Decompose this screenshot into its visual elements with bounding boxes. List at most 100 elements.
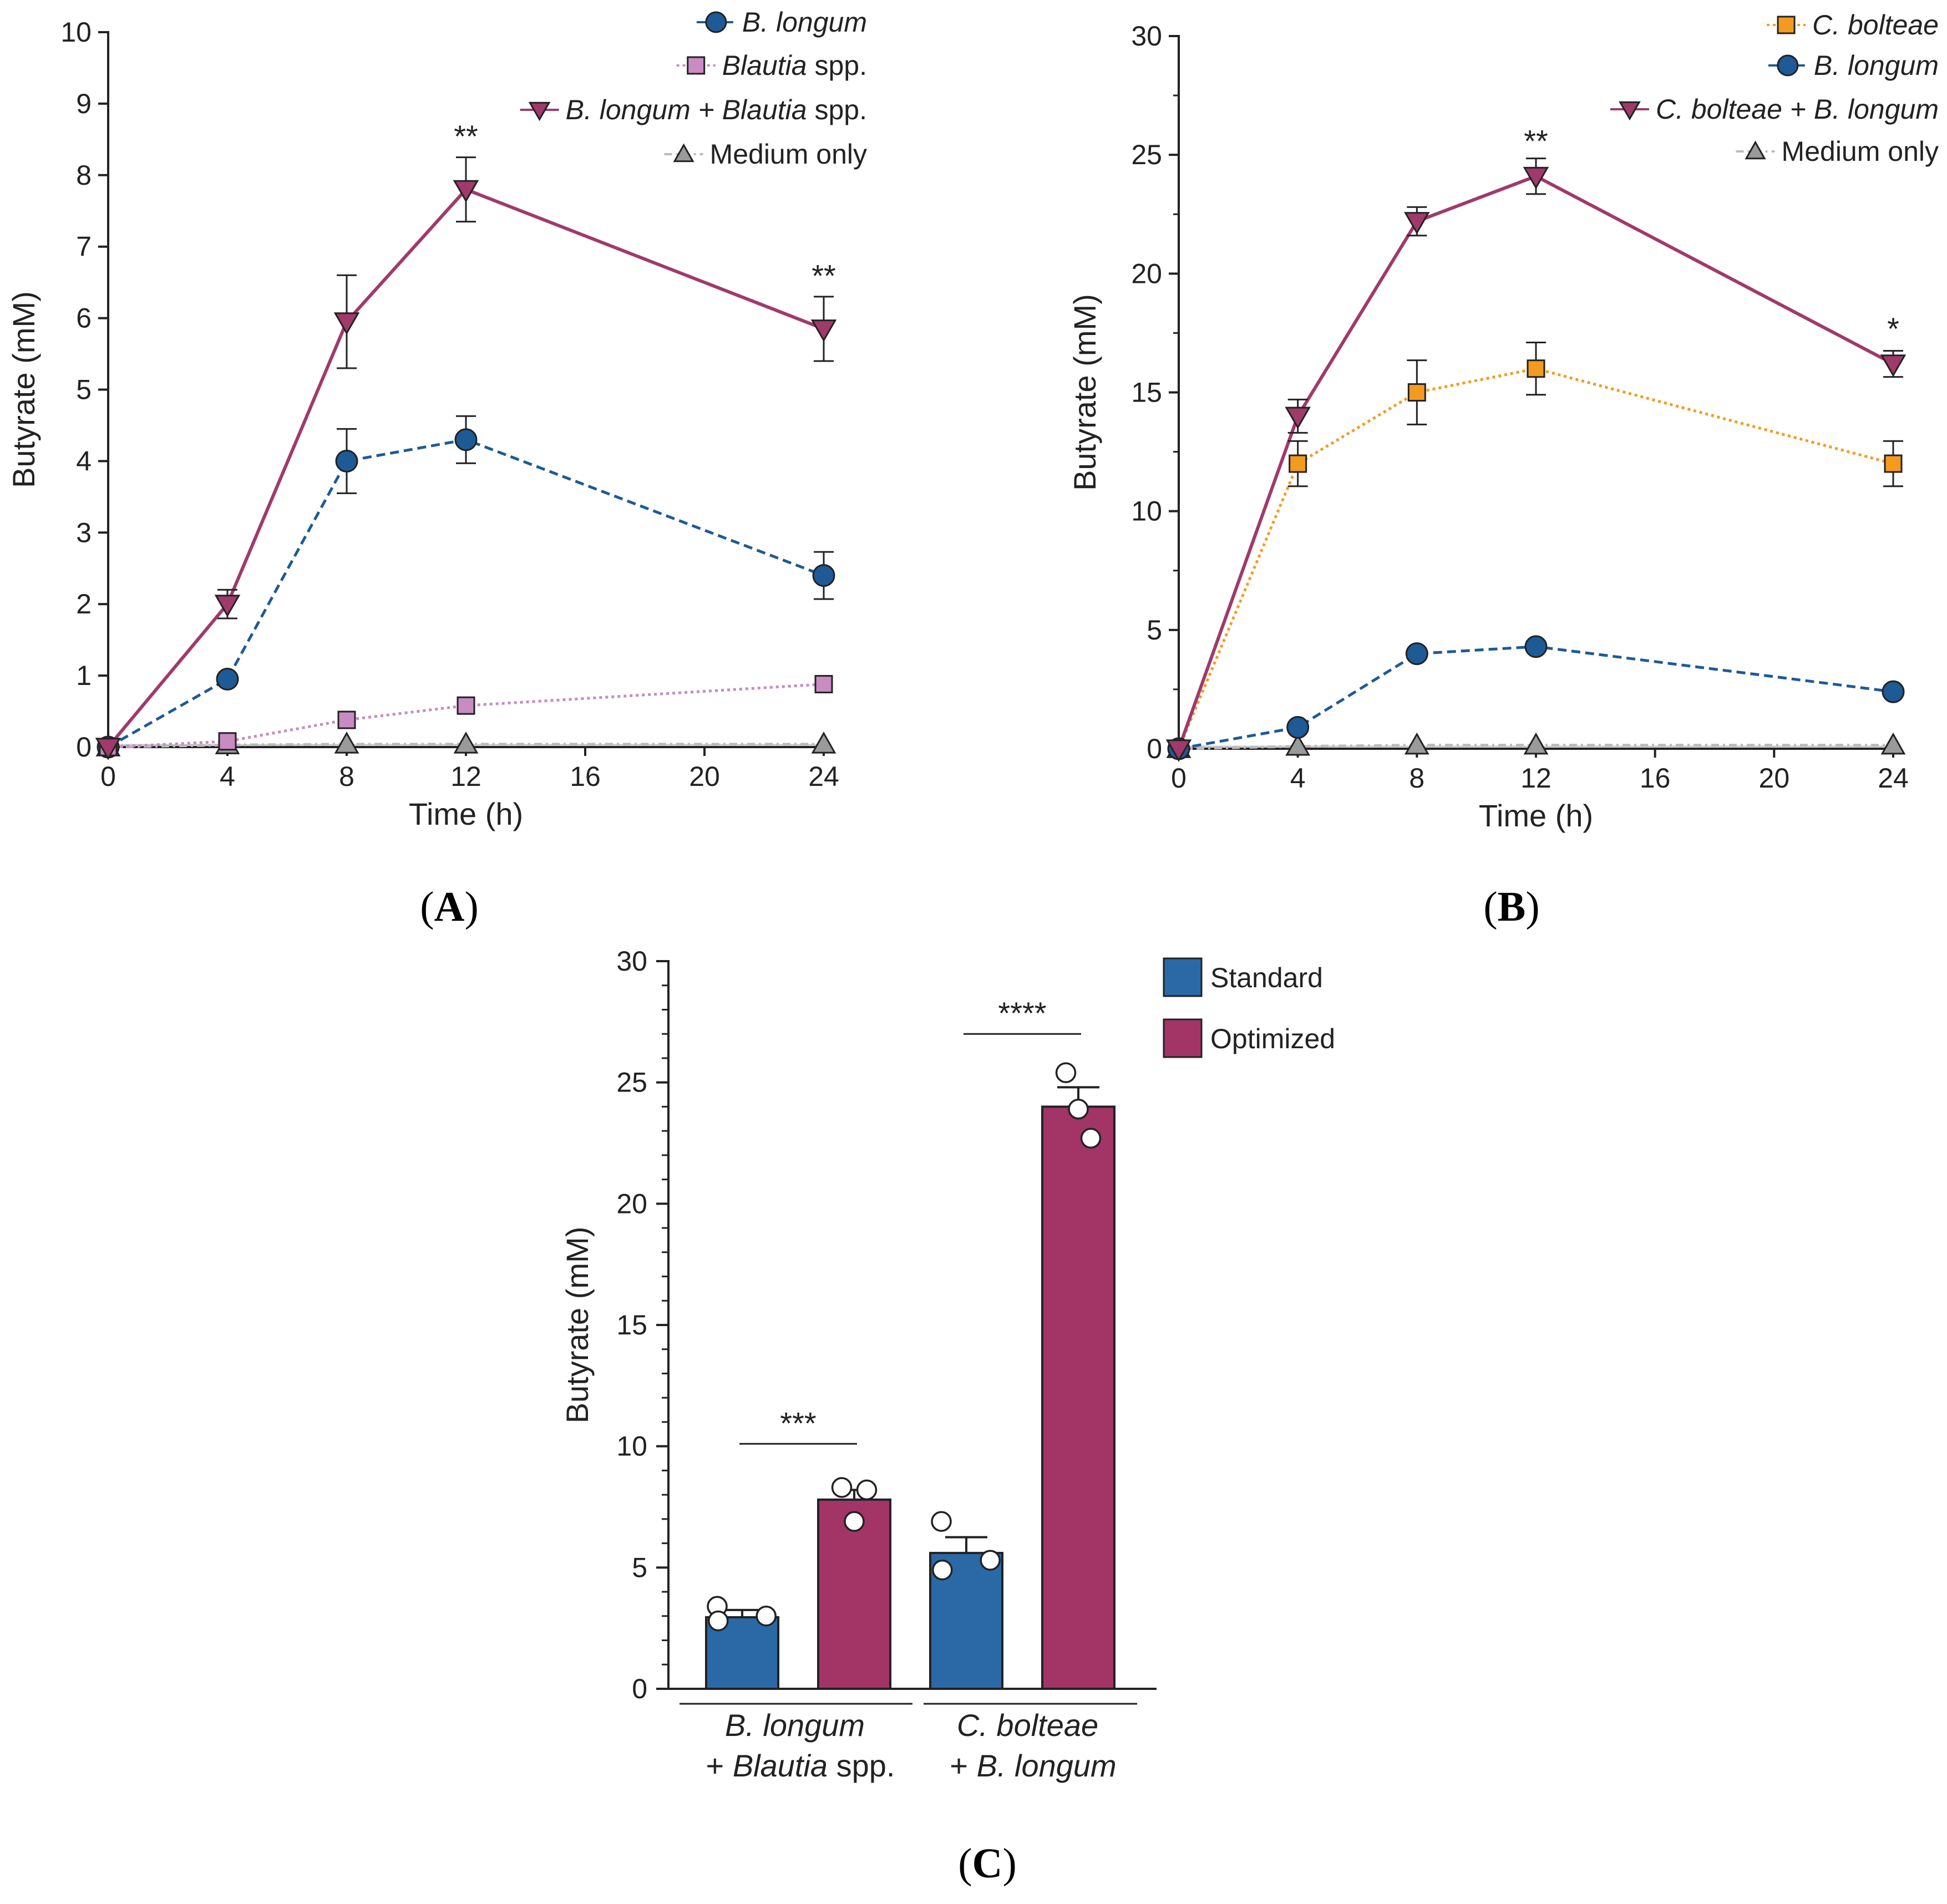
- panel-c-bar-group-1-standard-data-point: [931, 1511, 952, 1532]
- panel-a-legend-label-1-italic: Blautia: [722, 50, 807, 81]
- panel-a-y-tick-label: 4: [76, 445, 92, 476]
- panel-c-bar-group-1-standard-data-point: [932, 1559, 953, 1581]
- panel-a-y-tick-label: 3: [76, 517, 92, 548]
- panel-b-series-3-point: [1404, 732, 1429, 755]
- panel-c-group-0-label-line2: + Blautia spp.: [706, 1748, 895, 1783]
- panel-a-series-0-line: [107, 438, 824, 749]
- panel-b-x-tick-label: 0: [1171, 763, 1187, 794]
- panel-b-legend-marker-3: [1745, 140, 1766, 160]
- panel-a-series-0-point: [216, 668, 239, 691]
- panel-b-series-1-line: [1178, 645, 1894, 750]
- panel-c-bar-group-1-optimized-data-point: [1055, 1062, 1077, 1083]
- panel-b-series-2-line: [1177, 174, 1894, 750]
- panel-b-series-0-point: [1289, 454, 1307, 473]
- panel-c-group-1-label-line1: C. bolteae: [957, 1708, 1098, 1743]
- panel-b-series-lines: [1177, 174, 1894, 750]
- panel-b-x-tick-label: 16: [1640, 763, 1671, 794]
- panel-c-significance-mark-1: ****: [998, 996, 1046, 1030]
- panel-b-y-tick-label: 5: [1147, 615, 1162, 646]
- panel-b-significance-mark: **: [1524, 123, 1548, 158]
- panel-b-y-tick-label: 30: [1131, 21, 1162, 52]
- panel-a-x-tick-label: 24: [808, 761, 839, 792]
- panel-a-y-tick-label: 9: [76, 88, 92, 119]
- panel-c-legend: Standard Optimized: [1163, 957, 1335, 1058]
- panel-c-legend-swatch-standard: [1163, 957, 1203, 997]
- panel-b-series-0-line: [1177, 367, 1894, 749]
- panel-a-legend-label-2-rest: spp.: [807, 94, 867, 125]
- panel-b-x-axis-title: Time (h): [1479, 798, 1593, 833]
- panel-c-group-1-label-line2: + B. longum: [950, 1748, 1116, 1783]
- panel-b-series-0-point: [1884, 454, 1903, 473]
- panel-c-y-tick-label: 5: [632, 1552, 647, 1583]
- panel-c-bar-group-1-optimized: [1041, 1105, 1116, 1690]
- panel-a-y-tick-label: 0: [76, 732, 92, 763]
- panel-b-legend-label-3-rest: Medium only: [1782, 136, 1939, 167]
- panel-c-bars: B. longum + Blautia spp. C. bolteae + B. lo…: [680, 1062, 1137, 1783]
- panel-a-label: (A): [420, 884, 479, 930]
- panel-c-y-tick-label: 30: [616, 946, 647, 977]
- panel-c-axes: 0 5 10 15 20 25 30 Butyrate (mM): [560, 946, 1157, 1704]
- panel-a-legend-label-2: B. longum + Blautia spp.: [566, 94, 867, 125]
- panel-a-legend-label-1-rest: spp.: [807, 50, 867, 81]
- panel-c-bar-group-0-standard-data-point: [756, 1606, 777, 1627]
- panel-b-series-0-point: [1527, 359, 1545, 378]
- panel-a-legend-marker-1: [687, 56, 706, 75]
- panel-b-chart: 0 5 10 15 20 25 30 0 4 8 12 16 20 24 Time (h) Butyrate …: [1067, 9, 1939, 833]
- panel-a-legend-marker-0: [705, 11, 727, 33]
- panel-b-series-2-point: [1165, 739, 1192, 762]
- panel-b-series-2-point: [1523, 166, 1549, 190]
- panel-b-x-tick-label: 4: [1290, 763, 1306, 794]
- panel-c-bar-group-0-standard-data-point: [708, 1610, 729, 1632]
- panel-a-series-0-point: [335, 449, 358, 473]
- panel-b-y-axis-title: Butyrate (mM): [1067, 294, 1102, 491]
- panel-c-legend-label-optimized: Optimized: [1210, 1023, 1335, 1054]
- panel-a-x-tick-label: 20: [689, 761, 720, 792]
- panel-b-series-2-point: [1285, 407, 1311, 430]
- panel-c-bar-group-1-standard-data-point: [980, 1550, 1001, 1571]
- panel-a-legend-label-0-italic: B. longum: [742, 7, 867, 38]
- panel-b-legend-label-2: C. bolteae + B. longum: [1656, 94, 1939, 125]
- panel-c-group-1-label-line2-italic: B. longum: [977, 1748, 1117, 1783]
- panel-a-series-2-point: [453, 180, 479, 203]
- panel-c-legend-label-standard: Standard: [1210, 962, 1323, 993]
- panel-c-group-0-label-line2-prefix: +: [706, 1748, 733, 1783]
- panel-b-series-1-point: [1405, 642, 1428, 666]
- panel-b-y-tick-label: 20: [1131, 258, 1162, 289]
- panel-a-series-2-point: [810, 319, 837, 342]
- panel-a-annotations: ** **: [454, 119, 836, 293]
- panel-a-series-1-point: [457, 696, 475, 715]
- panel-c-group-1-label-line1-italic: C. bolteae: [957, 1708, 1098, 1743]
- panel-b-label: (B): [1483, 884, 1539, 930]
- panel-a-y-tick-label: 5: [76, 374, 92, 405]
- panel-b-legend: C. bolteae B. longum C. bolteae + B. longu…: [1610, 9, 1939, 167]
- panel-b-legend-label-3: Medium only: [1782, 136, 1939, 167]
- panel-a-series-2-point: [333, 312, 360, 335]
- panel-c-group-0-label-line1-italic: B. longum: [725, 1708, 865, 1743]
- panel-c-group-0-label-line1: B. longum: [725, 1708, 865, 1743]
- panel-b-legend-label-1-italic: B. longum: [1814, 50, 1939, 81]
- panel-b-series-2-point: [1880, 354, 1907, 377]
- panel-c-bar-group-1-optimized-data-point: [1080, 1128, 1102, 1149]
- panel-a-legend-marker-3: [673, 143, 694, 163]
- panel-b-series-1-point: [1286, 715, 1310, 739]
- panel-a-legend-marker-2: [528, 101, 551, 121]
- panel-a-x-axis-title: Time (h): [409, 796, 523, 831]
- panel-a-legend-label-1: Blautia spp.: [722, 50, 867, 81]
- panel-a-y-tick-label: 10: [60, 17, 92, 48]
- panel-b-legend-marker-1: [1777, 54, 1799, 77]
- panel-a-significance-mark: **: [812, 258, 836, 293]
- panel-b-y-tick-label: 25: [1131, 139, 1162, 170]
- panel-b-y-tick-label: 15: [1131, 377, 1162, 408]
- panel-a-series-3-point: [811, 731, 836, 754]
- panel-b-annotations: ***: [1524, 123, 1899, 346]
- panel-a-y-tick-label: 8: [76, 160, 92, 191]
- panel-a-series-0-point: [454, 428, 478, 451]
- panel-a-y-axis-title: Butyrate (mM): [6, 291, 41, 488]
- panel-a-legend-label-2-italic: B. longum + Blautia: [566, 94, 807, 125]
- panel-b-series-0-point: [1407, 383, 1426, 402]
- panel-a-series-2-point: [95, 738, 121, 760]
